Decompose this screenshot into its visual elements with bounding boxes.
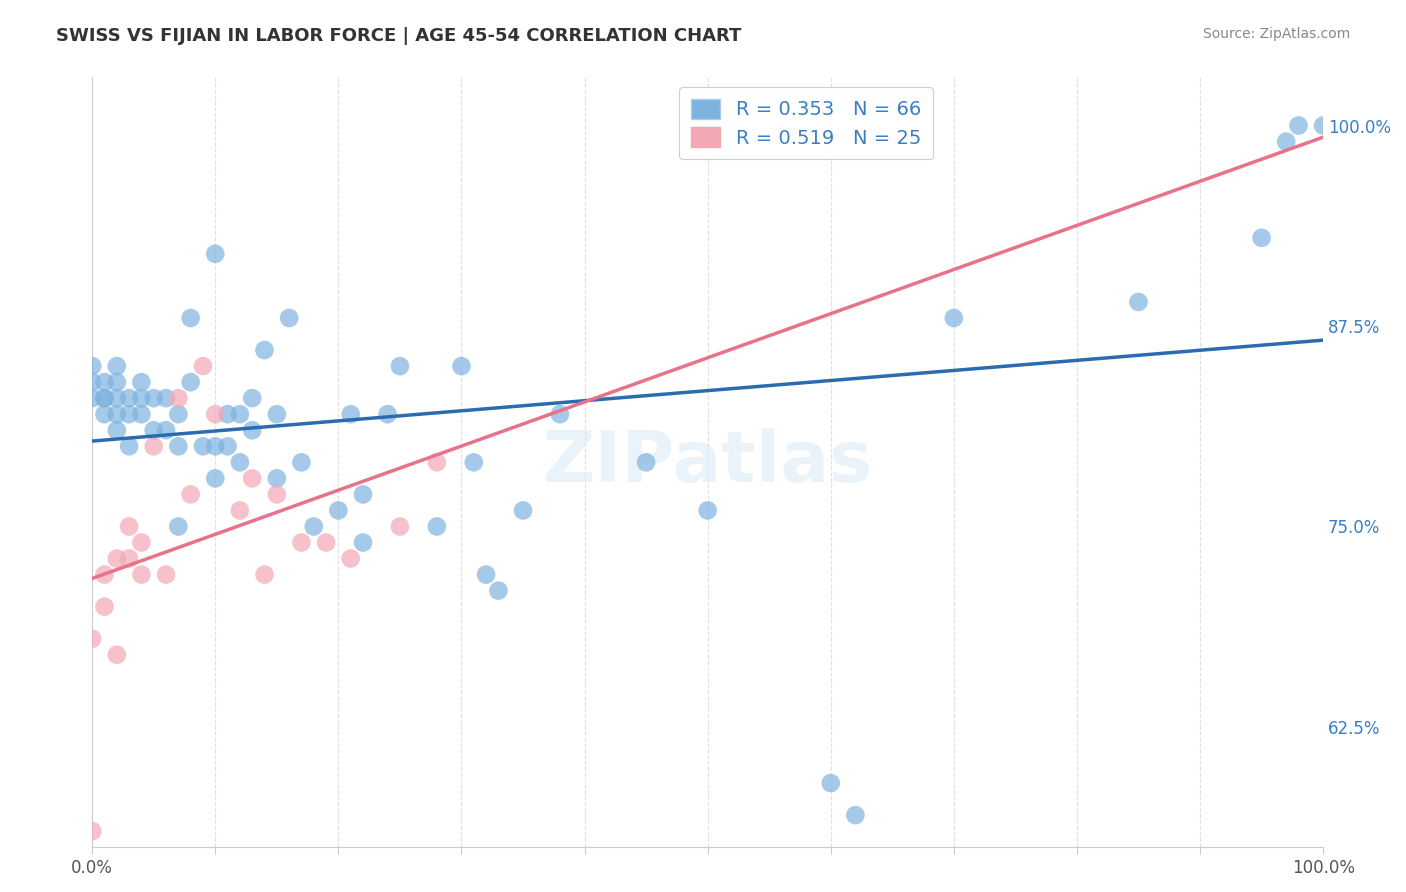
Point [339, 551, 361, 566]
Point [844, 808, 866, 822]
Point [118, 407, 141, 421]
Point [93, 599, 115, 614]
Point [204, 247, 226, 261]
Point [131, 375, 153, 389]
Point [302, 519, 325, 533]
Point [463, 455, 485, 469]
Point [278, 310, 301, 325]
Point [253, 343, 276, 357]
Point [636, 455, 658, 469]
Point [512, 503, 534, 517]
Point [142, 439, 165, 453]
Point [548, 407, 571, 421]
Point [426, 455, 449, 469]
Point [105, 359, 128, 373]
Point [167, 391, 190, 405]
Point [352, 487, 374, 501]
Point [217, 439, 239, 453]
Point [1250, 231, 1272, 245]
Point [204, 407, 226, 421]
Point [486, 583, 509, 598]
Point [82, 632, 104, 646]
Point [1288, 119, 1310, 133]
Text: ZIPatlas: ZIPatlas [543, 428, 873, 497]
Point [426, 519, 449, 533]
Point [229, 407, 252, 421]
Point [266, 407, 288, 421]
Text: Source: ZipAtlas.com: Source: ZipAtlas.com [1202, 27, 1350, 41]
Point [180, 310, 202, 325]
Point [105, 648, 128, 662]
Point [191, 439, 214, 453]
Point [155, 567, 177, 582]
Point [229, 503, 252, 517]
Point [93, 407, 115, 421]
Point [105, 407, 128, 421]
Point [142, 391, 165, 405]
Point [105, 375, 128, 389]
Point [180, 375, 202, 389]
Point [240, 471, 263, 485]
Point [229, 455, 252, 469]
Point [290, 455, 312, 469]
Point [118, 519, 141, 533]
Point [377, 407, 399, 421]
Point [240, 391, 263, 405]
Point [82, 824, 104, 838]
Point [131, 535, 153, 549]
Point [93, 391, 115, 405]
Point [191, 359, 214, 373]
Point [217, 407, 239, 421]
Point [204, 439, 226, 453]
Point [388, 359, 411, 373]
Point [352, 535, 374, 549]
Point [142, 423, 165, 437]
Point [131, 391, 153, 405]
Point [266, 471, 288, 485]
Point [820, 776, 842, 790]
Point [105, 551, 128, 566]
Point [167, 519, 190, 533]
Point [93, 391, 115, 405]
Point [475, 567, 498, 582]
Point [253, 567, 276, 582]
Point [82, 359, 104, 373]
Point [93, 567, 115, 582]
Point [82, 375, 104, 389]
Point [1128, 295, 1150, 310]
Point [388, 519, 411, 533]
Point [696, 503, 718, 517]
Point [1275, 135, 1298, 149]
Point [1312, 119, 1334, 133]
Point [942, 310, 965, 325]
Point [450, 359, 472, 373]
Point [266, 487, 288, 501]
Point [339, 407, 361, 421]
Point [131, 567, 153, 582]
Point [118, 439, 141, 453]
Point [82, 391, 104, 405]
Legend: R = 0.353   N = 66, R = 0.519   N = 25: R = 0.353 N = 66, R = 0.519 N = 25 [679, 87, 932, 160]
Point [180, 487, 202, 501]
Point [155, 423, 177, 437]
Point [240, 423, 263, 437]
Point [105, 391, 128, 405]
Point [167, 439, 190, 453]
Point [167, 407, 190, 421]
Point [155, 391, 177, 405]
Point [118, 551, 141, 566]
Point [118, 391, 141, 405]
Text: SWISS VS FIJIAN IN LABOR FORCE | AGE 45-54 CORRELATION CHART: SWISS VS FIJIAN IN LABOR FORCE | AGE 45-… [56, 27, 741, 45]
Point [131, 407, 153, 421]
Point [290, 535, 312, 549]
Point [315, 535, 337, 549]
Point [204, 471, 226, 485]
Point [105, 423, 128, 437]
Point [93, 375, 115, 389]
Point [328, 503, 350, 517]
